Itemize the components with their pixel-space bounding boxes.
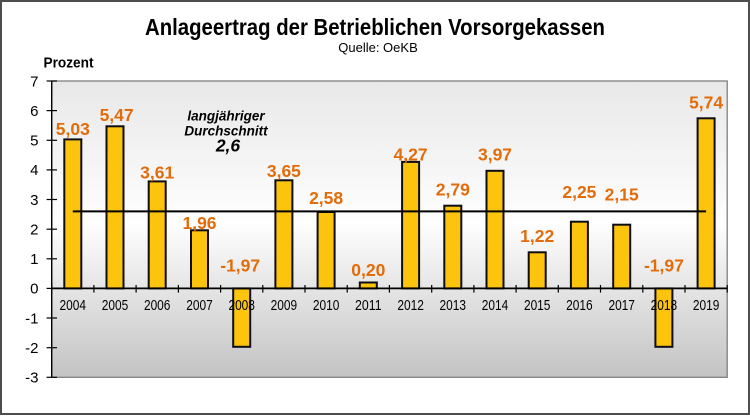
svg-text:4,27: 4,27 [394,144,428,164]
svg-text:Durchschnitt: Durchschnitt [184,123,268,138]
svg-text:2008: 2008 [228,298,255,314]
svg-text:2,58: 2,58 [309,188,343,208]
svg-text:2,6: 2,6 [215,136,241,156]
svg-text:6: 6 [30,103,38,120]
svg-text:0,20: 0,20 [351,260,385,280]
svg-text:2013: 2013 [440,298,467,314]
svg-text:0: 0 [30,281,38,298]
svg-text:3,65: 3,65 [267,161,301,181]
svg-text:-2: -2 [25,340,38,357]
svg-text:-1,97: -1,97 [220,256,260,276]
svg-text:langjähriger: langjähriger [187,108,265,123]
svg-text:2007: 2007 [186,298,213,314]
svg-text:2014: 2014 [482,298,509,314]
svg-text:Anlageertrag der Betrieblichen: Anlageertrag der Betrieblichen Vorsorgek… [145,14,605,40]
svg-text:5,03: 5,03 [56,119,90,139]
svg-text:1,22: 1,22 [520,226,554,246]
svg-text:-1,97: -1,97 [644,256,684,276]
svg-text:1: 1 [30,251,38,268]
svg-text:5,47: 5,47 [100,105,134,125]
svg-text:2: 2 [30,222,38,239]
svg-text:2004: 2004 [60,298,87,314]
svg-text:3: 3 [30,192,38,209]
svg-text:2,15: 2,15 [605,185,639,205]
svg-text:5,74: 5,74 [689,92,723,112]
svg-text:2006: 2006 [144,298,171,314]
svg-text:2017: 2017 [608,298,635,314]
svg-text:2011: 2011 [355,298,382,314]
svg-text:2016: 2016 [566,298,593,314]
svg-text:2015: 2015 [524,298,551,314]
svg-text:Prozent: Prozent [44,54,94,71]
svg-text:3,97: 3,97 [478,144,512,164]
svg-text:-1: -1 [25,310,38,327]
svg-text:4: 4 [30,162,38,179]
svg-text:2,79: 2,79 [436,180,470,200]
svg-text:Quelle: OeKB: Quelle: OeKB [338,40,418,55]
svg-text:2005: 2005 [102,298,129,314]
svg-text:-3: -3 [25,370,38,387]
svg-text:2009: 2009 [271,298,298,314]
svg-text:1,96: 1,96 [182,213,216,233]
svg-text:7: 7 [30,73,38,90]
svg-text:2,25: 2,25 [562,182,596,202]
svg-text:2019: 2019 [693,298,720,314]
svg-text:2018: 2018 [651,298,678,314]
svg-text:2010: 2010 [313,298,340,314]
svg-text:3,61: 3,61 [140,163,174,183]
svg-text:5: 5 [30,133,38,150]
svg-text:2012: 2012 [397,298,424,314]
